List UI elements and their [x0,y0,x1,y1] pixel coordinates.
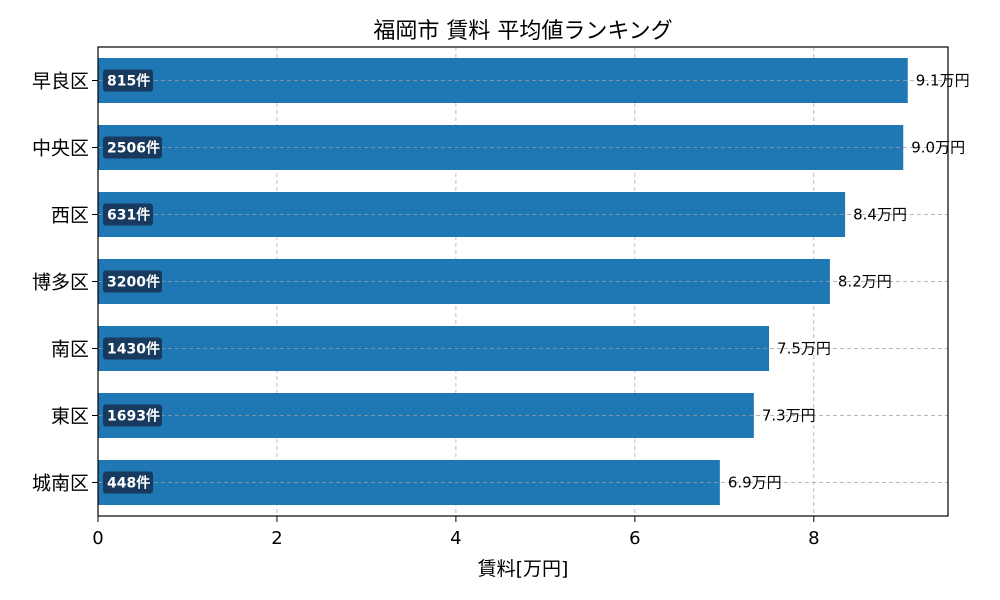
count-label: 2506件 [107,140,160,157]
value-label: 7.5万円 [777,340,831,358]
category-label: 南区 [51,339,89,361]
category-label: 西区 [51,205,89,227]
x-tick-label: 2 [271,528,282,549]
count-label: 1693件 [107,408,160,425]
count-badge [103,337,162,360]
x-tick-label: 6 [629,528,640,549]
category-label: 博多区 [32,272,89,294]
chart-title: 福岡市 賃料 平均値ランキング [373,19,672,44]
count-badge [103,404,162,427]
count-badge [103,136,162,159]
value-label: 8.2万円 [838,273,892,291]
count-label: 3200件 [107,274,160,291]
count-badge [103,270,162,293]
category-label: 中央区 [32,138,89,160]
horizontal-grid [98,80,948,483]
count-label: 815件 [107,73,150,90]
x-axis-label: 賃料[万円] [478,558,569,580]
category-label: 東区 [51,406,89,428]
value-label: 9.1万円 [916,72,970,90]
data-labels: 815件 9.1万円 2506件 9.0万円 631件 8.4万円 3200件 8.2万円 14… [103,69,970,494]
value-label: 7.3万円 [762,407,816,425]
x-tick-label: 0 [92,528,103,549]
category-label: 城南区 [32,473,89,495]
x-tick-label: 8 [808,528,819,549]
count-label: 631件 [107,207,150,224]
count-label: 1430件 [107,341,160,358]
count-badge [103,471,153,494]
value-label: 8.4万円 [853,206,907,224]
value-label: 6.9万円 [728,474,782,492]
count-label: 448件 [107,475,150,492]
count-badge [103,203,153,226]
value-label: 9.0万円 [911,139,965,157]
count-badge [103,69,153,92]
category-label: 早良区 [32,71,89,93]
x-tick-label: 4 [450,528,461,549]
bar [98,326,770,371]
